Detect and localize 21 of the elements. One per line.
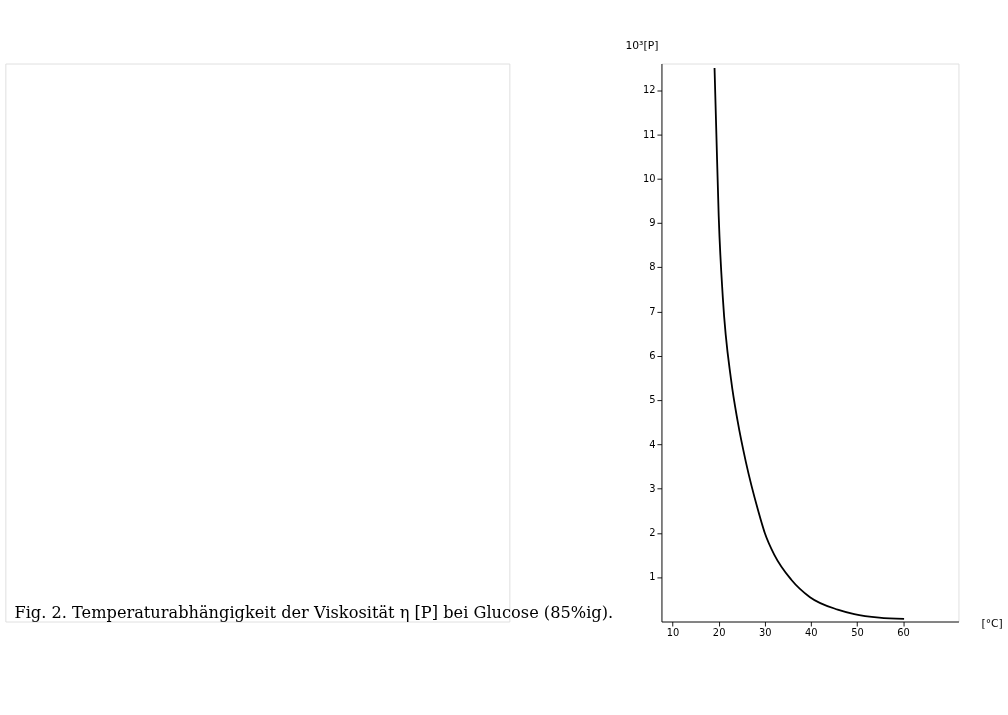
y-tick-label: 4 [649, 438, 656, 450]
y-axis-title: 10³[P] [625, 38, 659, 52]
y-tick-label: 11 [643, 128, 656, 140]
y-tick-label: 12 [643, 84, 656, 96]
x-axis-title: [°C] [981, 617, 1003, 631]
y-tick-label: 5 [649, 394, 656, 406]
x-tick-label: 40 [805, 627, 818, 639]
y-tick-label: 3 [649, 482, 656, 494]
x-tick-label: 50 [851, 627, 864, 639]
y-tick-label: 8 [649, 261, 656, 273]
caption: Fig. 2. Temperaturabhängigkeit der Viskosität η [P] bei Glucose (85%ig). [14, 602, 614, 622]
y-tick-label: 6 [649, 349, 656, 361]
x-tick-label: 10 [666, 627, 680, 639]
y-tick-label: 1 [649, 571, 656, 583]
x-tick-label: 60 [897, 627, 910, 639]
y-tick-label: 9 [649, 217, 656, 229]
x-tick-label: 20 [712, 627, 726, 639]
y-tick-label: 2 [649, 527, 656, 539]
y-tick-label: 10 [643, 172, 656, 184]
y-tick-label: 7 [649, 305, 656, 317]
x-tick-label: 30 [758, 627, 772, 639]
